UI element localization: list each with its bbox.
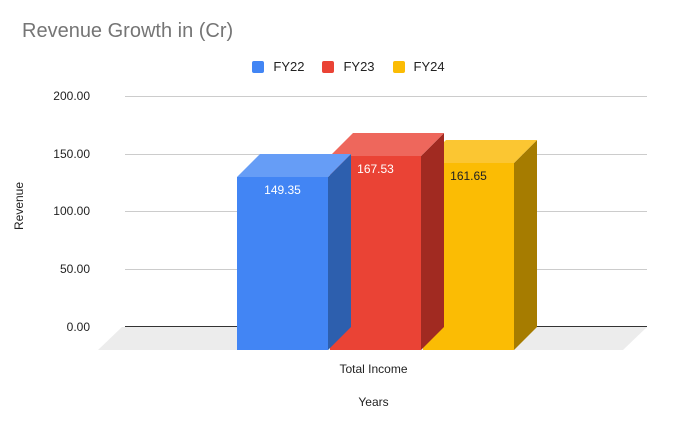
- legend: FY22 FY23 FY24: [0, 59, 697, 74]
- ytick-50: 50.00: [59, 262, 90, 276]
- legend-item-fy24[interactable]: FY24: [392, 59, 445, 74]
- bar-fy22[interactable]: [237, 154, 351, 350]
- x-tick-label: Total Income: [339, 362, 408, 376]
- data-label-fy23: 167.53: [357, 162, 394, 176]
- ytick-150: 150.00: [53, 147, 90, 161]
- data-label-fy24: 161.65: [450, 169, 487, 183]
- x-axis-label: Years: [358, 395, 389, 409]
- ytick-100: 100.00: [53, 204, 90, 218]
- legend-swatch-fy22: [252, 60, 265, 73]
- y-axis-label: Revenue: [12, 181, 26, 230]
- chart-title: Revenue Growth in (Cr): [22, 20, 234, 42]
- legend-label-fy22: FY22: [273, 59, 305, 74]
- legend-swatch-fy24: [392, 60, 405, 73]
- data-label-fy22: 149.35: [264, 183, 301, 197]
- legend-swatch-fy23: [322, 60, 335, 73]
- legend-label-fy24: FY24: [413, 59, 445, 74]
- ytick-200: 200.00: [53, 89, 90, 103]
- legend-label-fy23: FY23: [343, 59, 375, 74]
- legend-item-fy22[interactable]: FY22: [252, 59, 304, 74]
- legend-item-fy23[interactable]: FY23: [322, 59, 375, 74]
- ytick-0: 0.00: [66, 320, 90, 334]
